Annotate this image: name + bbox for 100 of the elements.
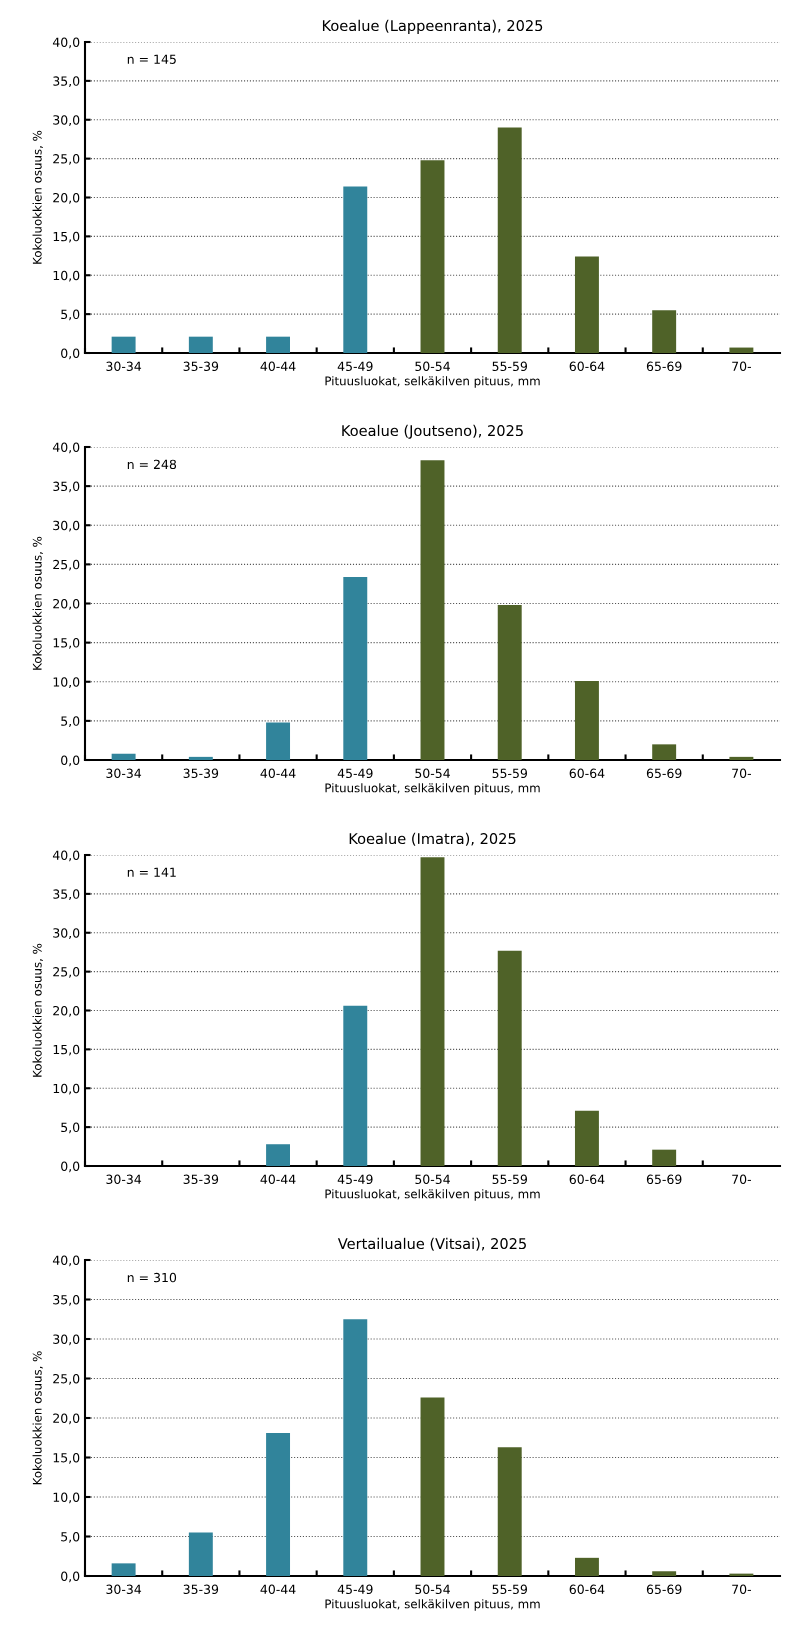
x-tick-label: 40-44 — [260, 361, 296, 372]
y-tick-label: 15,0 — [53, 231, 80, 243]
annotation: n = 248 — [127, 459, 177, 470]
bar — [574, 1110, 599, 1166]
x-tick-label: 55-59 — [492, 1584, 527, 1595]
y-tick-label: 10,0 — [53, 1083, 80, 1095]
x-tick-label: 40-44 — [260, 1174, 296, 1185]
x-tick-label: 30-34 — [106, 1584, 142, 1595]
x-tick-label: 30-34 — [106, 768, 142, 779]
x-tick-label: 70- — [732, 1174, 751, 1185]
bar — [266, 336, 291, 353]
x-tick-label: 35-39 — [183, 1174, 219, 1185]
x-tick-label: 45-49 — [337, 768, 373, 779]
y-tick-label: 10,0 — [53, 270, 80, 282]
x-tick-label: 50-54 — [415, 1174, 450, 1185]
y-axis-title: Kokoluokkien osuus, % — [32, 1351, 43, 1485]
y-tick-label: 15,0 — [53, 1452, 80, 1464]
bar — [188, 1532, 213, 1576]
bar — [343, 186, 368, 353]
y-tick-label: 10,0 — [53, 677, 80, 688]
bar — [574, 680, 599, 760]
y-tick-label: 30,0 — [53, 1334, 80, 1346]
y-tick-label: 30,0 — [53, 115, 80, 126]
chart-title: Koealue (Joutseno), 2025 — [342, 424, 523, 439]
bar — [497, 127, 522, 353]
x-tick-label: 60-64 — [569, 1584, 605, 1595]
bar — [188, 756, 213, 760]
bar — [652, 744, 677, 760]
x-tick-label: 70- — [732, 1584, 751, 1595]
x-axis-title: Pituusluokat, selkäkilven pituus, mm — [325, 1189, 540, 1201]
annotation: n = 145 — [127, 54, 176, 64]
y-tick-label: 20,0 — [53, 598, 80, 610]
x-tick-label: 60-64 — [569, 768, 605, 779]
bar — [652, 310, 677, 353]
x-tick-label: 65-69 — [646, 1584, 682, 1595]
y-tick-label: 25,0 — [53, 559, 80, 571]
bar — [266, 1433, 291, 1576]
y-tick-label: 30,0 — [53, 928, 80, 939]
bar — [343, 1319, 368, 1576]
bar — [729, 347, 754, 353]
bar — [420, 460, 445, 760]
x-tick-label: 50-54 — [415, 768, 450, 779]
x-tick-label: 45-49 — [337, 1584, 373, 1595]
x-tick-label: 50-54 — [415, 1584, 450, 1595]
y-tick-label: 40,0 — [52, 1255, 80, 1267]
x-tick-label: 55-59 — [492, 1174, 527, 1185]
y-tick-label: 5,0 — [61, 716, 80, 728]
bar — [111, 1563, 136, 1576]
y-tick-label: 35,0 — [53, 76, 80, 88]
y-tick-label: 0,0 — [61, 1161, 80, 1173]
x-tick-label: 45-49 — [337, 1174, 373, 1185]
bar — [420, 1397, 445, 1576]
y-tick-label: 40,0 — [52, 442, 80, 454]
y-tick-label: 20,0 — [53, 1413, 80, 1425]
bar — [574, 256, 599, 353]
bar — [111, 336, 136, 353]
y-tick-label: 0,0 — [61, 1571, 80, 1583]
bar — [111, 753, 136, 760]
x-tick-label: 35-39 — [183, 361, 219, 372]
y-tick-label: 15,0 — [53, 1044, 80, 1056]
bar — [420, 857, 445, 1166]
x-tick-label: 55-59 — [492, 768, 527, 779]
x-tick-label: 30-34 — [106, 361, 142, 372]
x-tick-label: 45-49 — [337, 361, 373, 372]
x-tick-label: 55-59 — [492, 361, 527, 372]
x-tick-label: 65-69 — [646, 1174, 682, 1185]
x-axis-title: Pituusluokat, selkäkilven pituus, mm — [325, 1599, 540, 1611]
bar — [497, 605, 522, 760]
bar — [497, 1447, 522, 1576]
bar — [574, 1557, 599, 1576]
y-tick-label: 25,0 — [53, 154, 80, 165]
y-tick-label: 10,0 — [53, 1492, 80, 1504]
chart-title: Vertailualue (Vitsai), 2025 — [337, 1237, 526, 1251]
y-tick-label: 25,0 — [53, 1373, 80, 1385]
bar — [343, 576, 368, 760]
annotation: n = 141 — [127, 867, 176, 877]
y-tick-label: 5,0 — [61, 1122, 80, 1134]
x-tick-label: 30-34 — [106, 1174, 142, 1185]
x-tick-label: 50-54 — [415, 361, 450, 372]
x-axis-title: Pituusluokat, selkäkilven pituus, mm — [325, 783, 540, 795]
bar — [652, 1149, 677, 1166]
y-tick-label: 25,0 — [53, 967, 80, 978]
x-tick-label: 65-69 — [646, 361, 682, 372]
y-tick-label: 20,0 — [53, 1005, 80, 1017]
bar — [729, 756, 754, 760]
y-tick-label: 40,0 — [52, 850, 80, 862]
y-tick-label: 0,0 — [61, 348, 80, 360]
bar — [420, 160, 445, 353]
x-tick-label: 70- — [732, 361, 751, 372]
x-tick-label: 70- — [732, 768, 751, 779]
bar — [266, 1144, 291, 1166]
bar — [343, 1005, 368, 1166]
y-tick-label: 40,0 — [52, 37, 80, 49]
y-tick-label: 30,0 — [53, 520, 80, 532]
x-axis-title: Pituusluokat, selkäkilven pituus, mm — [325, 376, 540, 388]
bar — [266, 722, 291, 760]
x-tick-label: 65-69 — [646, 768, 682, 779]
annotation: n = 310 — [127, 1272, 177, 1283]
y-axis-title: Kokoluokkien osuus, % — [32, 943, 43, 1077]
x-tick-label: 35-39 — [183, 1584, 219, 1595]
